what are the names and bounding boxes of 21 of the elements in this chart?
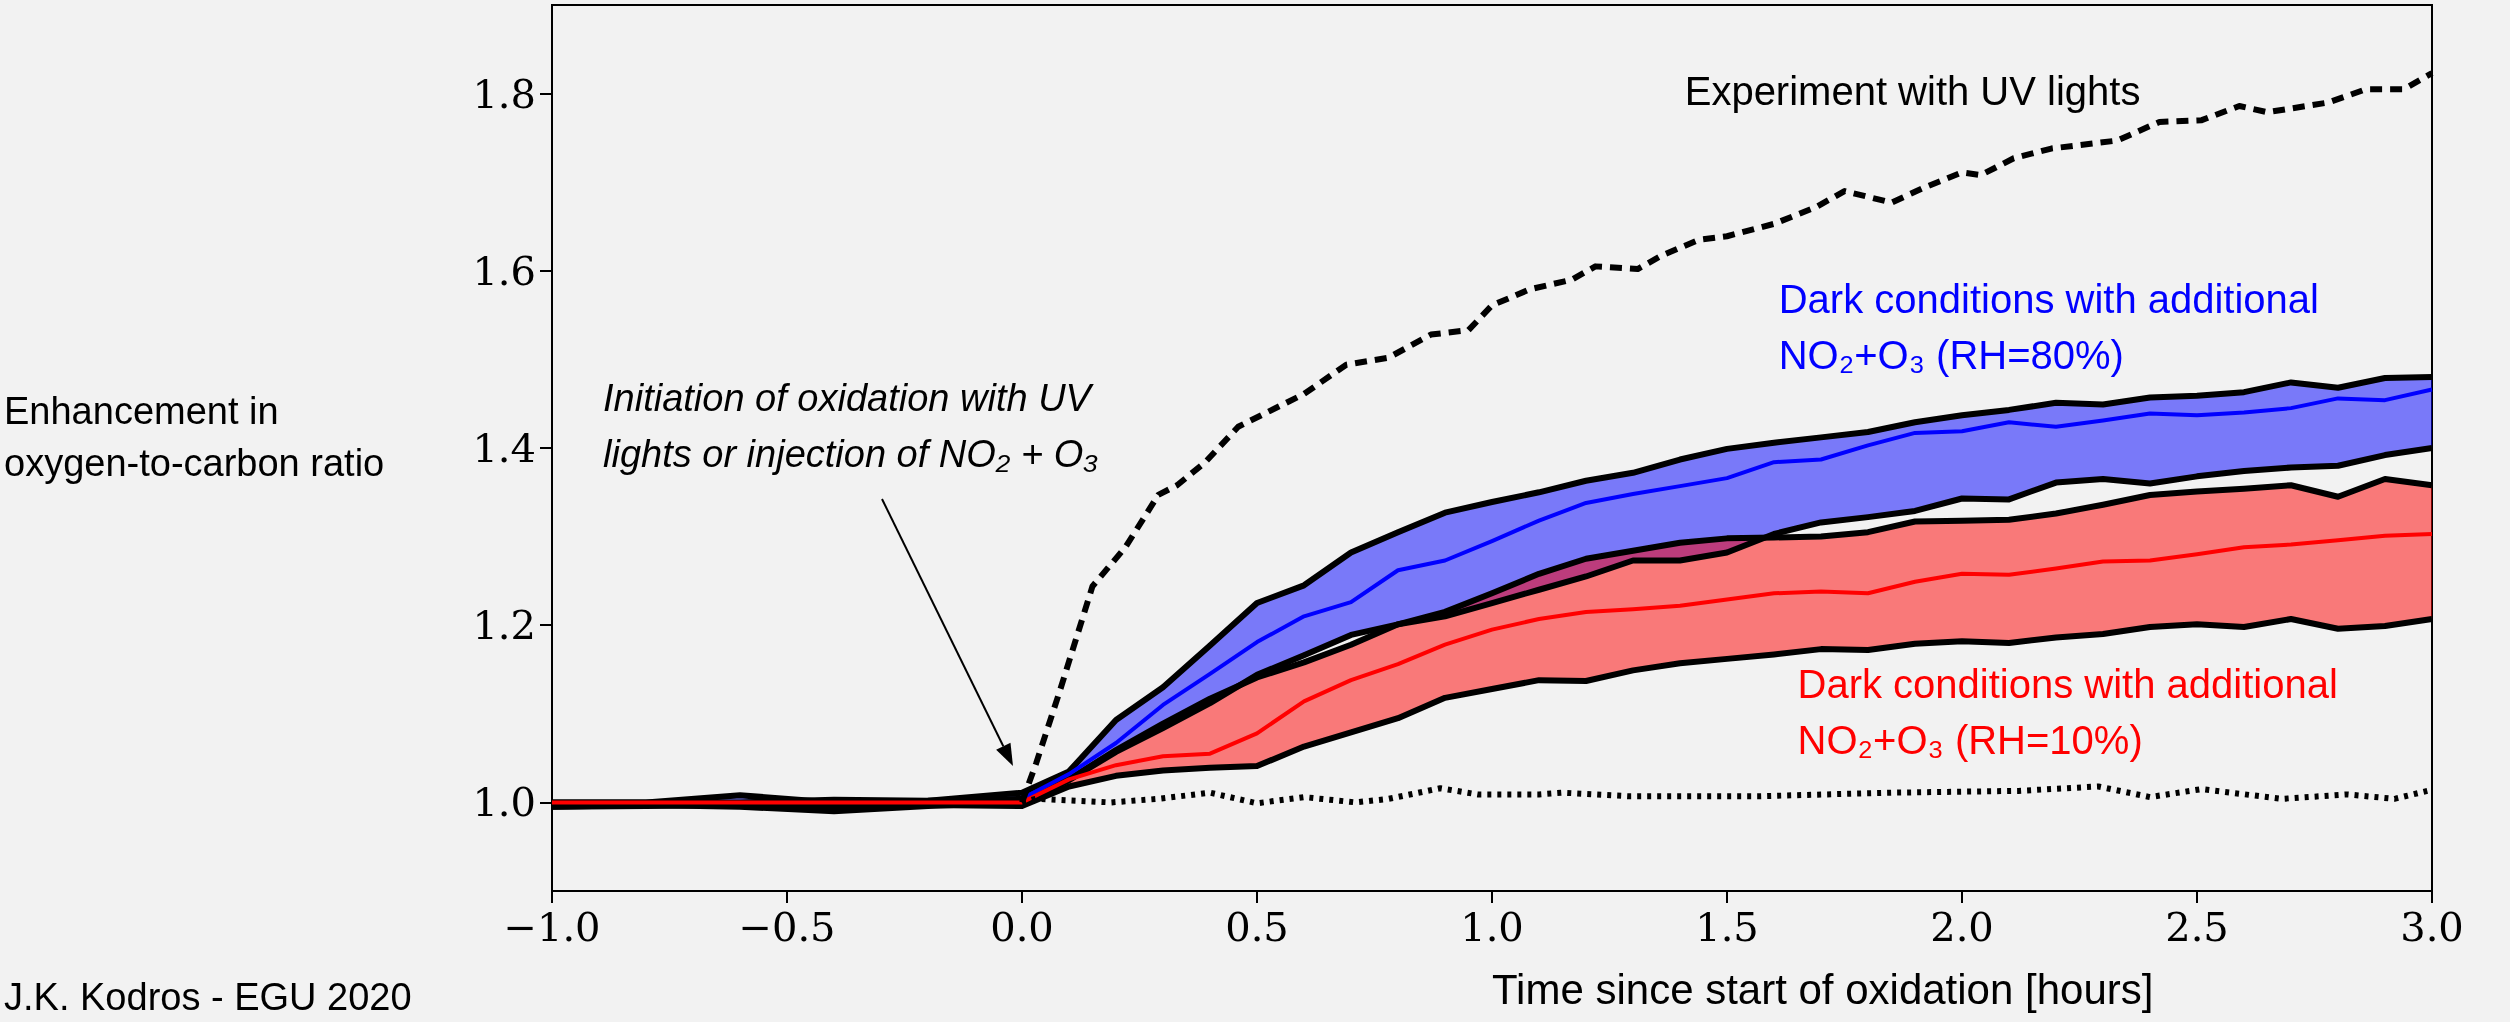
x-tick-label: 0.5: [1225, 904, 1289, 950]
x-tick-label: 1.5: [1695, 904, 1759, 950]
series-label: Experiment with UV lights: [1684, 68, 2141, 113]
series-label: Dark conditions with additional NO₂+O₃ (RH=10%): [1797, 662, 2338, 763]
x-tick-label: 3.0: [2400, 904, 2464, 950]
y-tick-label: 1.2: [472, 602, 536, 649]
x-tick-label: 2.0: [1930, 904, 1994, 950]
x-tick-label: 1.0: [1460, 904, 1524, 950]
y-tick-label: 1.4: [472, 425, 536, 471]
x-tick-label: −0.5: [738, 904, 836, 950]
x-axis-title: Time since start of oxidation [hours]: [1492, 965, 2154, 1013]
text: J.K. Kodros - EGU 2020: [4, 976, 412, 1018]
x-tick-label: 2.5: [2165, 904, 2229, 950]
annotation: Initiation of oxidation with UV lights or injection of NO₂ + O₃: [603, 377, 1099, 475]
y-tick-label: 1.0: [472, 779, 536, 826]
x-tick-label: −1.0: [503, 904, 601, 950]
y-axis-title: Enhancement in oxygen-to-carbon ratio: [4, 390, 385, 484]
x-tick-label: 0.0: [990, 904, 1054, 950]
series-label: Dark conditions with additional NO₂+O₃ (RH=80%): [1778, 276, 2319, 377]
y-tick-label: 1.6: [472, 247, 536, 294]
y-tick-label: 1.8: [472, 70, 536, 117]
